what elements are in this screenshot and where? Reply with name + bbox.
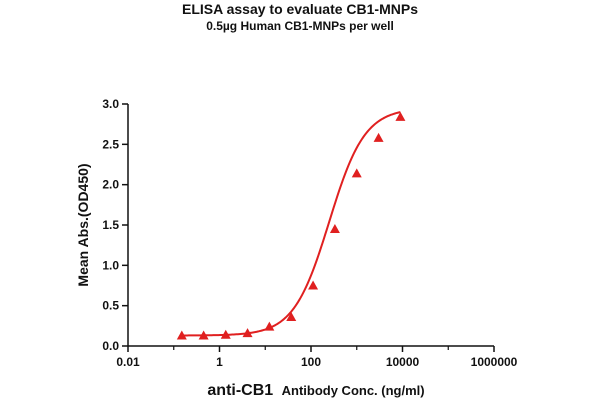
y-axis-label: Mean Abs.(OD450) bbox=[75, 163, 91, 286]
data-point bbox=[308, 280, 319, 290]
data-point bbox=[286, 311, 297, 321]
y-tick-label: 1.5 bbox=[102, 218, 119, 232]
x-tick-label: 10000 bbox=[386, 355, 420, 369]
x-axis-label-rest: Antibody Conc. (ng/ml) bbox=[282, 383, 425, 398]
chart-title: ELISA assay to evaluate CB1-MNPs bbox=[181, 1, 418, 17]
data-point bbox=[373, 132, 384, 142]
data-point bbox=[220, 329, 231, 339]
data-point bbox=[264, 321, 275, 331]
y-tick-label: 1.0 bbox=[102, 258, 119, 272]
y-tick-label: 3.0 bbox=[102, 97, 119, 111]
fit-curve bbox=[181, 111, 401, 337]
y-tick-label: 2.0 bbox=[102, 178, 119, 192]
data-point bbox=[351, 168, 362, 178]
data-point bbox=[242, 328, 253, 338]
data-point bbox=[395, 111, 406, 121]
x-tick-label: 100 bbox=[301, 355, 321, 369]
y-tick-label: 0.5 bbox=[102, 299, 119, 313]
y-tick-label: 0.0 bbox=[102, 339, 119, 353]
x-axis-label-bold: anti-CB1 bbox=[207, 382, 273, 399]
data-point bbox=[176, 330, 187, 340]
x-tick-label: 1 bbox=[216, 355, 223, 369]
y-tick-label: 2.5 bbox=[102, 137, 119, 151]
chart-subtitle: 0.5µg Human CB1-MNPs per well bbox=[206, 19, 394, 33]
x-tick-label: 0.01 bbox=[116, 355, 140, 369]
data-point bbox=[329, 224, 340, 234]
x-axis-label: anti-CB1 Antibody Conc. (ng/ml) bbox=[207, 382, 424, 399]
data-point bbox=[198, 330, 209, 340]
x-tick-label: 1000000 bbox=[471, 355, 518, 369]
